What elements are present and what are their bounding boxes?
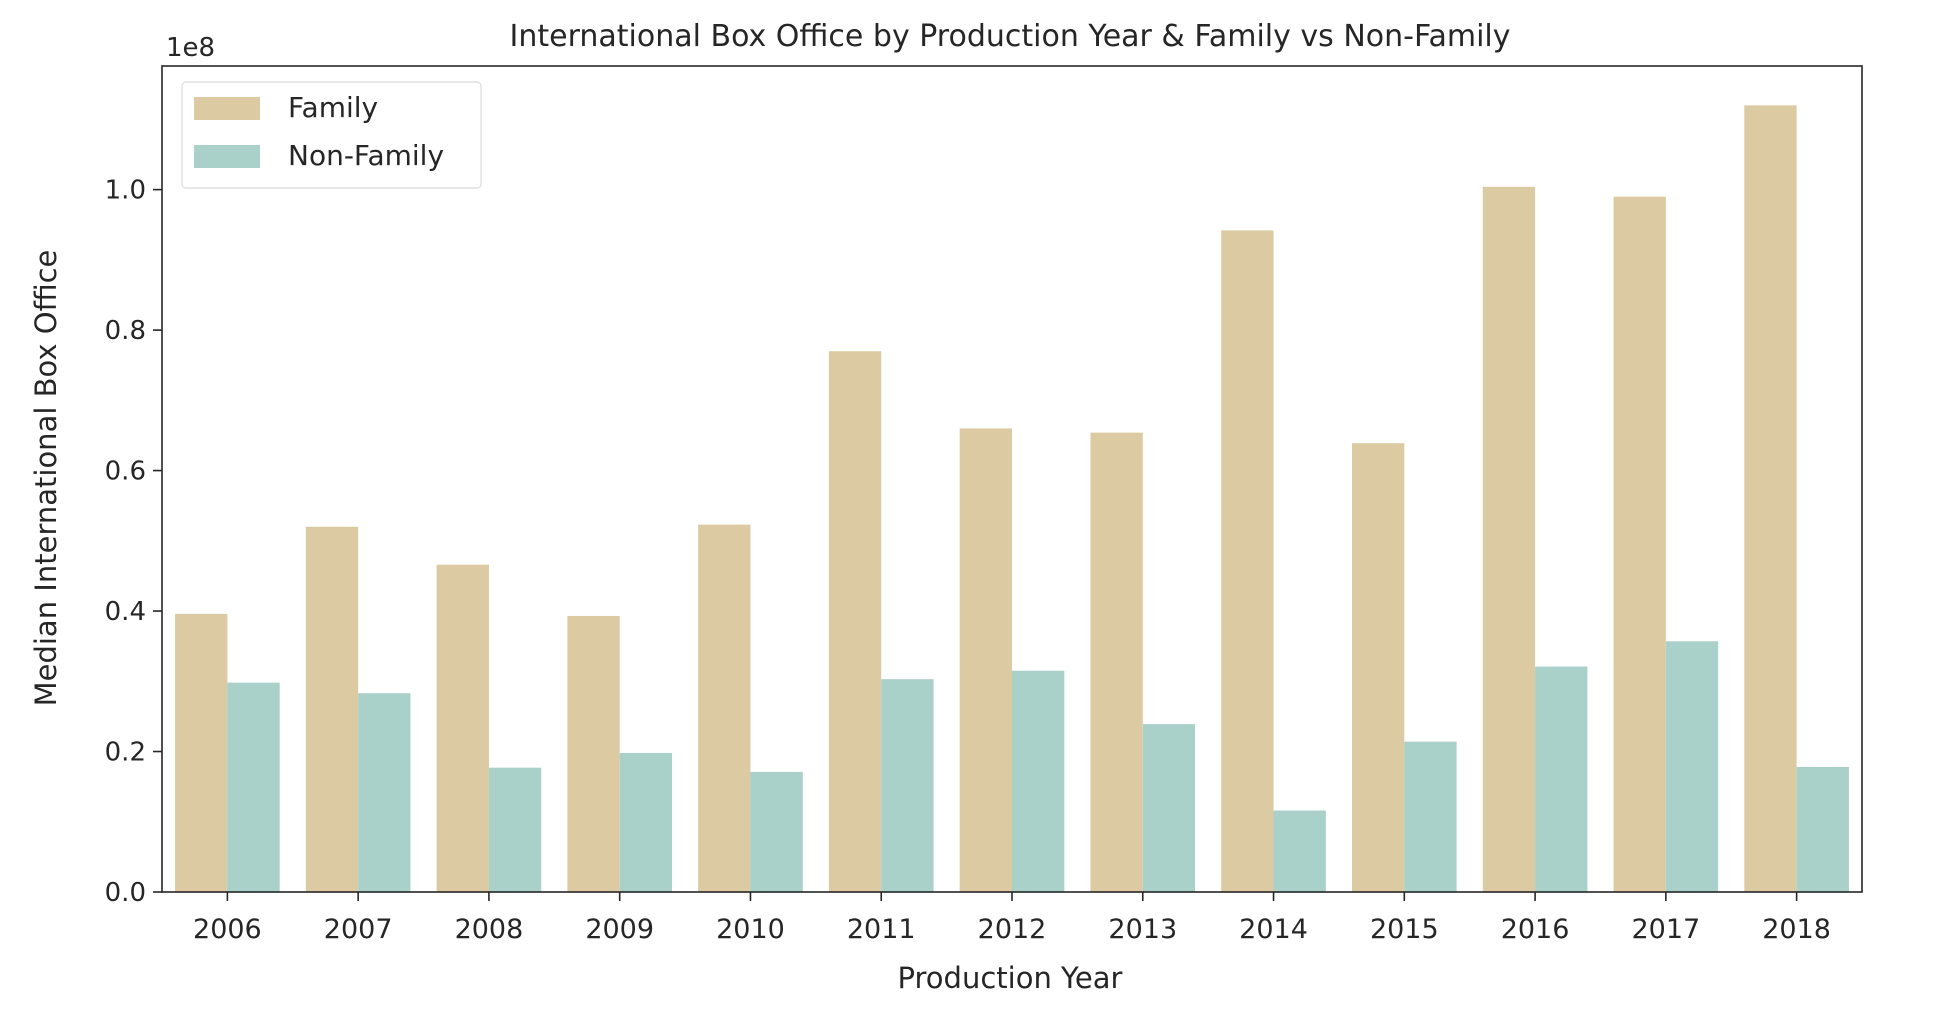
bar-non-family-2010 [750,771,803,892]
legend-label: Family [288,91,378,124]
bar-non-family-2007 [358,693,411,892]
bar-non-family-2018 [1796,766,1849,892]
bar-family-2012 [959,428,1012,892]
x-tick-label: 2016 [1501,914,1570,945]
y-tick-label: 1.0 [105,176,146,206]
x-tick-label: 2015 [1370,914,1439,945]
y-axis-offset-label: 1e8 [166,33,215,63]
bar-non-family-2008 [488,767,542,892]
bar-family-2010 [698,524,751,892]
bar-family-2011 [828,351,882,892]
x-tick-label: 2011 [847,914,916,945]
x-tick-label: 2017 [1631,914,1700,945]
bar-non-family-2009 [619,752,672,892]
bar-non-family-2017 [1665,641,1719,892]
y-axis-label: Median International Box Office [29,250,63,707]
bar-non-family-2015 [1404,741,1457,892]
legend: Family Non-Family [181,81,482,189]
bar-family-2006 [175,613,228,892]
legend-swatch [194,145,260,168]
bar-non-family-2013 [1142,724,1196,892]
bar-family-2016 [1482,186,1536,892]
x-tick-label: 2013 [1108,914,1177,945]
legend-swatch [194,97,260,120]
x-tick-label: 2014 [1239,914,1308,945]
bar-non-family-2006 [227,682,280,892]
bar-family-2018 [1744,105,1797,892]
x-tick-label: 2006 [193,914,262,945]
x-axis-label: Production Year [898,961,1123,995]
chart-title: International Box Office by Production Y… [509,19,1510,54]
y-tick-label: 0.6 [105,457,146,487]
bar-family-2009 [567,615,620,892]
bar-non-family-2012 [1012,670,1065,892]
bar-family-2015 [1352,443,1405,892]
bar-non-family-2016 [1535,666,1588,892]
bar-family-2017 [1613,196,1666,892]
y-tick-label: 0.2 [105,738,146,768]
bar-family-2013 [1090,432,1143,892]
axes-layer: 0.0 0.2 0.4 0.6 0.8 1.0 2006 2007 2008 2009 2010 20… [105,65,1863,945]
legend-label: Non-Family [288,139,444,172]
x-tick-label: 2009 [585,914,654,945]
bar-family-2014 [1221,230,1274,893]
y-tick-label: 0.8 [105,316,146,346]
bar-non-family-2011 [881,679,934,892]
bar-family-2008 [436,564,489,892]
x-tick-label: 2018 [1762,914,1831,945]
x-tick-label: 2007 [324,914,393,945]
x-tick-label: 2008 [455,914,524,945]
bars-layer [175,105,1849,893]
bar-family-2007 [305,526,359,892]
bar-non-family-2014 [1273,810,1326,892]
y-tick-label: 0.4 [105,597,146,627]
x-tick-label: 2012 [978,914,1047,945]
x-tick-label: 2010 [716,914,785,945]
y-tick-label: 0.0 [105,878,146,908]
